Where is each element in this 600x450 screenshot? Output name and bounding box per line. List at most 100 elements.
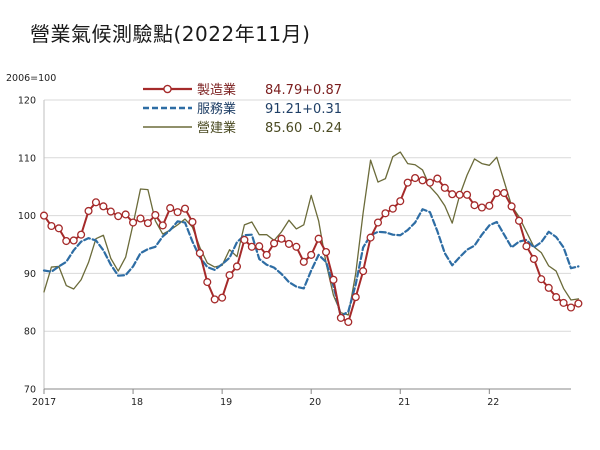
data-point (292, 242, 301, 251)
data-point (158, 221, 167, 230)
data-point (329, 275, 338, 284)
data-point (62, 236, 71, 246)
legend-value: 85.60 (265, 121, 302, 136)
x-axis-ticks: 2017 18 19 20 21 22 (32, 389, 499, 408)
data-point (166, 204, 175, 213)
data-point (470, 201, 479, 210)
y-tick-label: 100 (18, 211, 36, 222)
data-point (537, 275, 546, 284)
legend-marker (163, 84, 172, 94)
data-point (492, 189, 501, 198)
data-point (99, 202, 108, 211)
data-point (77, 230, 86, 239)
legend-change: +0.87 (302, 83, 342, 98)
data-point (455, 190, 464, 199)
data-point (180, 204, 190, 213)
data-point (225, 271, 234, 280)
data-point (574, 299, 583, 308)
x-tick-label: 21 (398, 397, 410, 408)
data-point (188, 217, 197, 227)
data-point (566, 303, 576, 312)
series-line-2 (43, 151, 580, 316)
data-point (143, 219, 152, 228)
y-tick-label: 80 (24, 327, 36, 338)
legend-value: 84.79 (265, 83, 302, 98)
data-point (559, 298, 568, 307)
data-point (151, 210, 160, 220)
data-point (425, 178, 435, 187)
data-point (463, 190, 472, 199)
data-point (396, 197, 405, 206)
data-point (84, 206, 93, 216)
data-point (552, 293, 561, 302)
series-line-0 (43, 177, 580, 323)
data-point (522, 242, 531, 251)
gridlines (43, 99, 571, 390)
data-point (232, 262, 242, 271)
data-point (240, 235, 249, 244)
data-point (136, 214, 145, 223)
x-tick-label: 2017 (32, 397, 56, 408)
data-point (262, 250, 271, 259)
data-point (336, 313, 345, 322)
data-point (440, 183, 449, 192)
legend-name: 製造業 (197, 82, 236, 98)
data-point (47, 221, 56, 231)
data-point (477, 203, 486, 212)
data-point (270, 239, 279, 248)
y-tick-label: 110 (18, 153, 36, 164)
y-tick-label: 120 (18, 96, 36, 107)
y-axis-unit-label: 2006=100 (6, 73, 56, 84)
data-point (485, 201, 494, 210)
data-point (203, 278, 212, 287)
data-point (210, 295, 219, 304)
data-point (299, 257, 308, 266)
data-point (69, 236, 78, 245)
data-point (373, 218, 383, 227)
data-point (218, 293, 227, 302)
data-point (284, 239, 293, 248)
data-point (507, 202, 516, 211)
data-point (129, 218, 138, 227)
x-tick-label: 22 (487, 397, 499, 408)
data-point (381, 209, 390, 218)
data-point (433, 174, 442, 183)
data-point (351, 293, 360, 302)
y-tick-label: 70 (24, 385, 36, 396)
data-point (529, 254, 538, 264)
data-point (359, 267, 368, 276)
data-point (255, 242, 264, 251)
legend-name: 服務業 (197, 101, 236, 117)
data-point (411, 173, 420, 183)
y-tick-label: 90 (24, 269, 36, 280)
y-axis-ticks: 70 80 90 100 110 120 (18, 96, 36, 396)
legend-change: -0.24 (308, 121, 342, 136)
data-point (388, 204, 397, 213)
series-lines (39, 151, 583, 327)
legend-value: 91.21 (265, 102, 302, 117)
data-point (307, 250, 316, 259)
data-point (500, 189, 509, 198)
data-point (344, 317, 353, 327)
data-point (403, 178, 412, 187)
data-point (39, 211, 49, 220)
data-point (277, 234, 286, 243)
legend-change: +0.31 (302, 102, 342, 117)
data-point (91, 198, 101, 207)
data-point (114, 212, 123, 221)
data-point (366, 233, 375, 242)
data-point (106, 207, 115, 216)
data-point (314, 234, 323, 243)
x-tick-label: 20 (309, 397, 321, 408)
data-point (544, 283, 553, 292)
legend-name: 營建業 (197, 120, 236, 136)
x-tick-label: 18 (131, 397, 143, 408)
data-point (54, 224, 63, 233)
chart-title: 營業氣候測驗點(2022年11月) (30, 22, 311, 46)
x-tick-label: 19 (220, 397, 232, 408)
data-point (448, 190, 457, 199)
data-point (195, 249, 204, 258)
data-point (173, 208, 182, 217)
series-line-1 (42, 208, 580, 318)
